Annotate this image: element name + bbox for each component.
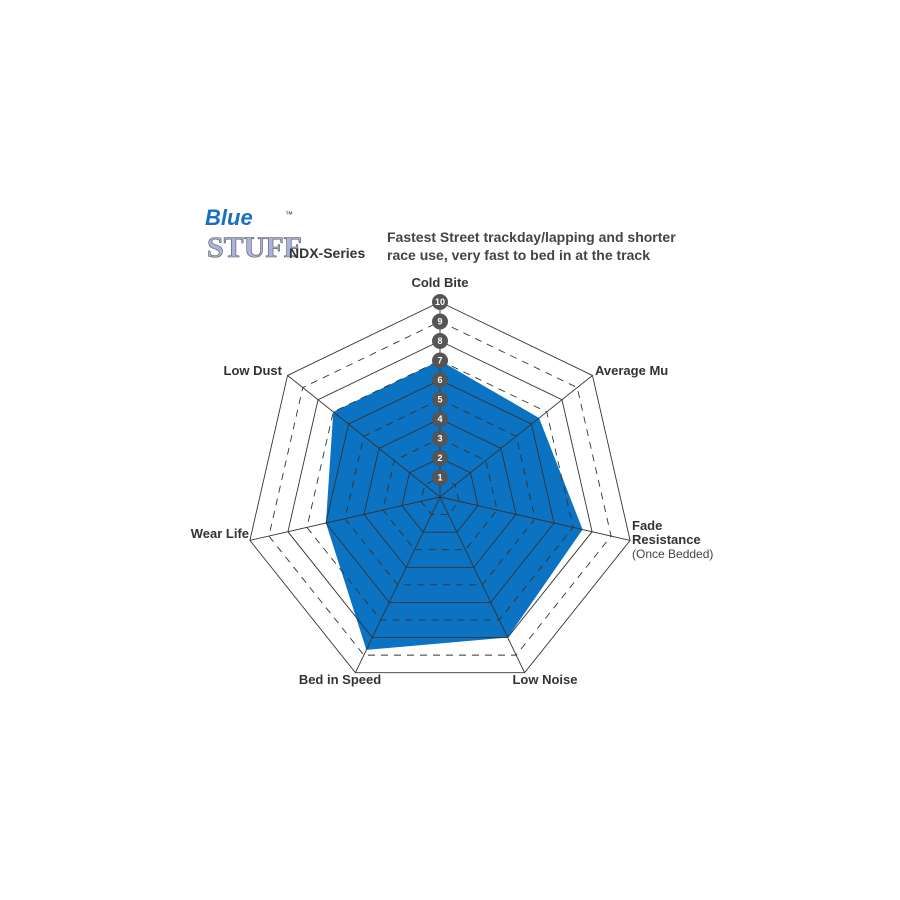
grid-ring-8 <box>287 340 593 639</box>
tick-badge <box>432 469 448 486</box>
tick-label: 7 <box>437 356 442 366</box>
grid-ring-1 <box>420 477 460 516</box>
grid-ring-6 <box>325 379 555 603</box>
tick-label: 8 <box>437 336 442 346</box>
tick-badge <box>432 333 448 349</box>
axis-spoke <box>439 375 593 498</box>
axis-spoke <box>249 496 441 541</box>
tick-label: 10 <box>435 297 445 307</box>
axis-label: Average Mu <box>595 363 668 378</box>
tick-badge <box>432 313 448 330</box>
axis-label: Bed in Speed <box>299 672 381 687</box>
tick-label: 6 <box>437 375 442 385</box>
tick-label: 4 <box>437 414 442 424</box>
tick-badge <box>432 391 448 408</box>
grid-ring-4 <box>363 418 517 568</box>
tick-badge <box>432 372 448 388</box>
axis-spoke <box>439 496 631 541</box>
logo-text-top: Blue <box>205 205 253 230</box>
axis-label: Wear Life <box>191 526 249 541</box>
series-name: NDX-Series <box>289 245 366 261</box>
axis-sublabel: (Once Bedded) <box>632 547 713 561</box>
blue-stuff-logo: Blue STUFF ™ <box>205 205 302 263</box>
axis-spoke <box>354 496 441 673</box>
grid-ring-9 <box>268 321 612 656</box>
axis-label: Resistance <box>632 532 701 547</box>
axis-label: Low Noise <box>512 672 577 687</box>
tick-label: 9 <box>437 317 442 327</box>
description: Fastest Street trackday/lapping and shor… <box>387 228 676 264</box>
logo-text-bottom: STUFF <box>207 231 302 263</box>
grid-ring-7 <box>306 360 574 621</box>
axis-label: Fade <box>632 518 662 533</box>
axis-spoke <box>287 375 441 498</box>
grid-ring-10 <box>249 301 631 674</box>
tick-label: 5 <box>437 395 442 405</box>
data-area <box>325 360 583 650</box>
tick-label: 1 <box>437 473 442 483</box>
axis-label: Low Dust <box>224 363 283 378</box>
tick-label: 3 <box>437 434 442 444</box>
logo-tm: ™ <box>285 210 293 219</box>
axis-label: Cold Bite <box>411 275 468 290</box>
tick-badge <box>432 450 448 466</box>
tick-badge <box>432 430 448 447</box>
grid-ring-2 <box>401 457 479 533</box>
description-line: race use, very fast to bed in at the tra… <box>387 247 650 263</box>
tick-label: 2 <box>437 453 442 463</box>
description-line: Fastest Street trackday/lapping and shor… <box>387 229 676 245</box>
tick-badge <box>432 352 448 369</box>
tick-badge <box>432 411 448 427</box>
tick-badge <box>432 294 448 310</box>
axis-spoke <box>439 496 526 673</box>
